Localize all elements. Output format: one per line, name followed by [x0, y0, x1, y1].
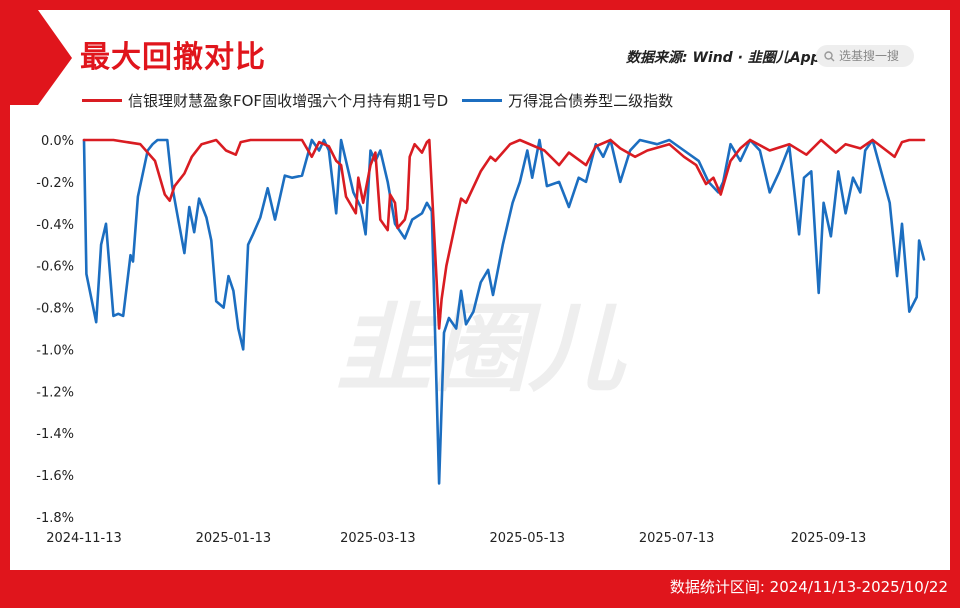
search-placeholder: 选基搜一搜: [839, 49, 900, 63]
x-tick-label: 2025-03-13: [340, 531, 416, 546]
y-tick-label: -1.4%: [36, 427, 74, 442]
x-tick-label: 2025-01-13: [196, 531, 272, 546]
y-tick-label: -1.6%: [36, 469, 74, 484]
y-tick-label: -0.6%: [36, 260, 74, 275]
y-tick-label: -0.2%: [36, 176, 74, 191]
x-tick-label: 2025-09-13: [791, 531, 867, 546]
watermark: 韭圈儿: [336, 293, 627, 405]
x-tick-label: 2025-05-13: [489, 531, 565, 546]
data-source: 数据来源: Wind · 韭圈儿App: [626, 47, 821, 67]
y-tick-label: -0.4%: [36, 218, 74, 233]
legend-swatch-index: [462, 99, 503, 102]
x-tick-label: 2025-07-13: [639, 531, 715, 546]
search-input[interactable]: 选基搜一搜: [816, 45, 914, 67]
legend-swatch-fund: [82, 99, 122, 102]
y-tick-label: -1.0%: [36, 343, 74, 358]
drawdown-chart: 韭圈儿 0.0% -0.2% -0.4% -0.6% -0.8% -1.0% -1.2% -1.…: [36, 134, 926, 546]
search-icon: [824, 51, 835, 62]
series-line-index: [82, 138, 926, 485]
series-line-fund: [82, 138, 926, 330]
brand-logo-text: 韭圈儿App: [747, 50, 821, 66]
legend-item-fund: 信银理财慧盈象FOF固收增强六个月持有期1号D: [82, 90, 448, 111]
y-tick-label: 0.0%: [41, 134, 74, 149]
source-label: 数据来源: Wind ·: [626, 50, 748, 66]
chart-card: 最大回撤对比 数据来源: Wind · 韭圈儿App 选基搜一搜 信银理财慧盈象…: [10, 10, 950, 570]
legend-item-index: 万得混合债券型二级指数: [462, 90, 673, 111]
y-tick-label: -1.8%: [36, 511, 74, 526]
x-tick-label: 2024-11-13: [46, 531, 122, 546]
y-tick-label: -0.8%: [36, 302, 74, 317]
chart-legend: 信银理财慧盈象FOF固收增强六个月持有期1号D 万得混合债券型二级指数: [82, 90, 687, 111]
page-title: 最大回撤对比: [80, 40, 266, 75]
legend-label-fund: 信银理财慧盈象FOF固收增强六个月持有期1号D: [128, 92, 449, 110]
stat-range: 数据统计区间: 2024/11/13-2025/10/22: [669, 578, 948, 596]
y-tick-label: -1.2%: [36, 385, 74, 400]
legend-label-index: 万得混合债券型二级指数: [508, 92, 674, 110]
